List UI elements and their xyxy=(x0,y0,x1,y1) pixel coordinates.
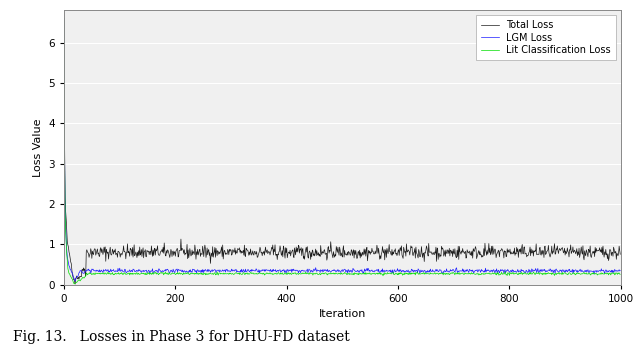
Total Loss xyxy=(306,249,314,253)
Y-axis label: Loss Value: Loss Value xyxy=(33,118,43,177)
Total Loss xyxy=(60,16,68,20)
LGM Loss xyxy=(306,268,314,272)
Lit Classification Loss xyxy=(504,271,512,275)
LGM Loss xyxy=(616,269,624,273)
Total Loss xyxy=(285,252,293,256)
LGM Loss xyxy=(495,268,502,272)
Line: Lit Classification Loss: Lit Classification Loss xyxy=(64,18,620,284)
Lit Classification Loss xyxy=(118,271,125,275)
Lit Classification Loss xyxy=(285,272,293,276)
LGM Loss xyxy=(504,269,512,273)
LGM Loss xyxy=(118,268,125,272)
Lit Classification Loss xyxy=(616,272,624,276)
Total Loss xyxy=(616,252,624,256)
X-axis label: Iteration: Iteration xyxy=(319,309,366,319)
Total Loss xyxy=(71,282,79,286)
Total Loss xyxy=(495,248,502,252)
Total Loss xyxy=(443,251,451,255)
LGM Loss xyxy=(71,279,79,283)
LGM Loss xyxy=(285,269,293,273)
Lit Classification Loss xyxy=(60,16,68,20)
Lit Classification Loss xyxy=(443,272,451,276)
Legend: Total Loss, LGM Loss, Lit Classification Loss: Total Loss, LGM Loss, Lit Classification… xyxy=(476,15,616,60)
Total Loss xyxy=(118,251,125,255)
Lit Classification Loss xyxy=(306,271,314,275)
Lit Classification Loss xyxy=(71,282,79,286)
Text: Fig. 13.   Losses in Phase 3 for DHU-FD dataset: Fig. 13. Losses in Phase 3 for DHU-FD da… xyxy=(13,330,349,344)
Lit Classification Loss xyxy=(495,271,502,275)
Total Loss xyxy=(504,248,512,252)
Line: Total Loss: Total Loss xyxy=(64,18,620,284)
LGM Loss xyxy=(443,267,451,271)
LGM Loss xyxy=(60,16,68,20)
Line: LGM Loss: LGM Loss xyxy=(64,18,620,281)
